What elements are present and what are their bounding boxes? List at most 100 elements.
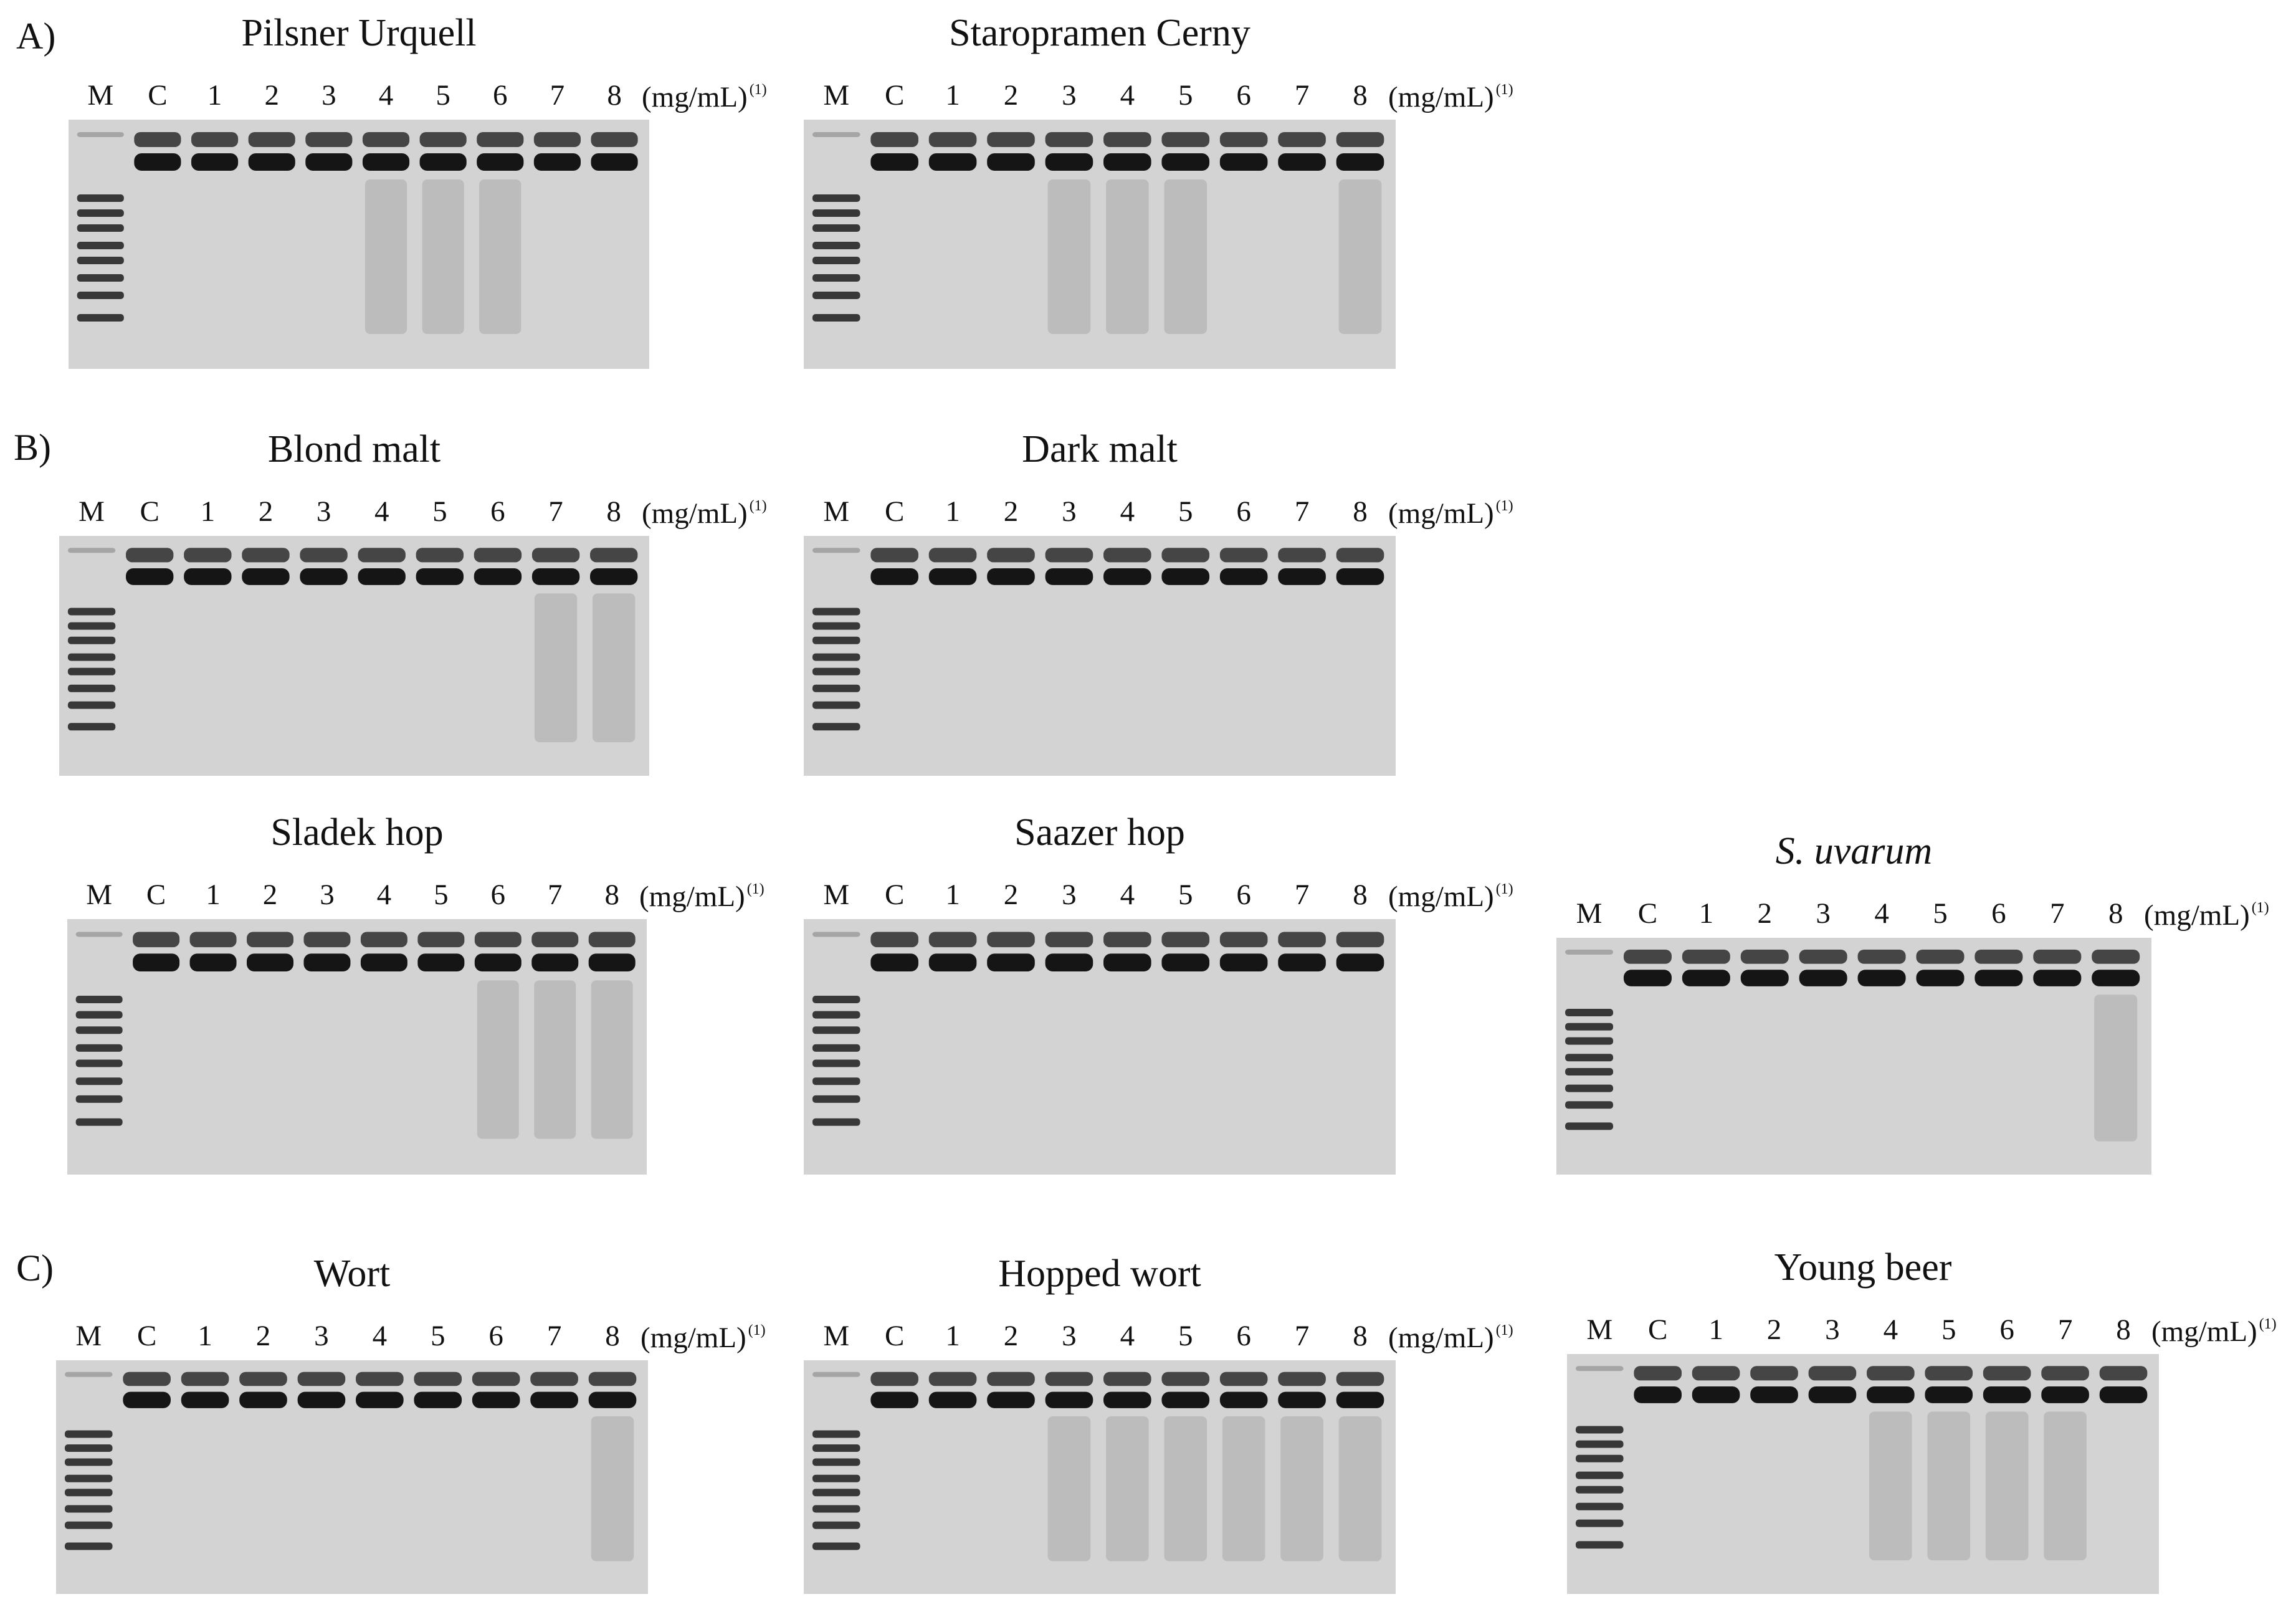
lower-band: [1336, 568, 1384, 585]
fragment-smear: [2044, 1411, 2087, 1561]
ladder-band: [77, 209, 124, 217]
upper-band: [1103, 132, 1151, 147]
lower-band: [356, 1391, 404, 1408]
lower-band: [1808, 1386, 1857, 1403]
ladder-band: [1575, 1366, 1624, 1371]
upper-band: [1161, 548, 1210, 563]
lane-label: 8: [1353, 879, 1368, 911]
upper-band: [477, 132, 524, 147]
lower-band: [1161, 568, 1210, 585]
upper-band: [1278, 1371, 1326, 1386]
lower-band: [1103, 953, 1151, 972]
ladder-band: [812, 996, 860, 1003]
lower-band: [123, 1391, 171, 1408]
lane-label: 2: [264, 79, 279, 112]
gel-svg: [812, 932, 1384, 1126]
ladder-band: [75, 1118, 123, 1126]
upper-band: [1336, 1371, 1384, 1386]
lower-band: [591, 153, 638, 171]
lower-band: [360, 953, 407, 972]
upper-band: [181, 1371, 229, 1386]
fragment-smear: [1338, 179, 1382, 334]
fragment-smear: [1047, 179, 1091, 334]
upper-band: [360, 932, 407, 948]
fragment-smear: [1338, 1416, 1382, 1562]
fragment-smear: [1869, 1411, 1912, 1561]
unit-text: (mg/mL): [2144, 899, 2250, 932]
panel-title: Young beer: [1774, 1246, 1952, 1289]
lower-band: [2092, 970, 2140, 986]
upper-band: [1634, 1366, 1682, 1381]
lane-label-row: M C 1 2 3 4 5 6 7 8 (mg/mL) (1): [804, 81, 1558, 118]
gel-image: [59, 536, 649, 776]
lower-band: [1740, 970, 1789, 986]
upper-band: [1336, 932, 1384, 948]
lane-label: 8: [605, 1320, 620, 1352]
upper-band: [239, 1371, 287, 1386]
upper-band: [1692, 1366, 1740, 1381]
gel-svg: [1565, 950, 2140, 1142]
fragment-smear: [591, 1416, 634, 1562]
ladder-band: [67, 684, 116, 692]
ladder-band: [77, 194, 124, 202]
upper-band: [184, 548, 232, 563]
lane-label: 8: [606, 495, 621, 528]
lane-label: 1: [1708, 1314, 1723, 1346]
fragment-smear: [1927, 1411, 1971, 1561]
gel-svg: [812, 548, 1384, 731]
upper-band: [2033, 950, 2082, 964]
ladder-band: [75, 1095, 123, 1103]
unit-text: (mg/mL): [2151, 1315, 2257, 1348]
upper-band: [1278, 548, 1326, 563]
fragment-smear: [1985, 1411, 2029, 1561]
fragment-smear: [1164, 179, 1208, 334]
unit-footnote: (1): [1495, 1322, 1513, 1338]
upper-band: [126, 548, 174, 563]
upper-band: [1682, 950, 1730, 964]
lower-band: [1219, 953, 1268, 972]
fragment-smear: [591, 980, 633, 1139]
upper-band: [1336, 132, 1384, 147]
upper-band: [1336, 548, 1384, 563]
gel-image: [1567, 1354, 2159, 1594]
lower-band: [1336, 1391, 1384, 1408]
gel-panel: Sladek hop M C 1 2 3 4 5 6 7 8 (mg/mL) (1): [67, 813, 809, 1175]
lane-label: 5: [1933, 897, 1948, 930]
unit-label: (mg/mL) (1): [2144, 900, 2269, 930]
unit-footnote: (1): [2251, 900, 2269, 916]
lane-label: 4: [1120, 879, 1135, 911]
ladder-band: [64, 1489, 113, 1497]
lane-label: 1: [945, 879, 960, 911]
unit-text: (mg/mL): [642, 81, 748, 113]
lane-label: M: [79, 495, 105, 528]
upper-band: [303, 932, 351, 948]
gel-svg: [1575, 1366, 2148, 1561]
ladder-band: [812, 636, 860, 644]
unit-label: (mg/mL) (1): [2151, 1317, 2277, 1347]
unit-label: (mg/mL) (1): [639, 882, 765, 912]
unit-text: (mg/mL): [1388, 497, 1494, 530]
ladder-band: [1575, 1440, 1624, 1448]
ladder-band: [77, 224, 124, 232]
unit-footnote: (1): [1495, 82, 1513, 98]
upper-band: [474, 932, 522, 948]
upper-band: [133, 932, 180, 948]
upper-band: [248, 132, 295, 147]
upper-band: [533, 132, 581, 147]
panel-title: Dark malt: [1022, 428, 1178, 470]
upper-band: [1799, 950, 1847, 964]
ladder-band: [812, 209, 860, 217]
lane-label: 1: [945, 79, 960, 112]
fragment-smear: [1280, 1416, 1323, 1562]
upper-band: [987, 932, 1035, 948]
ladder-band: [812, 224, 860, 232]
upper-band: [987, 1371, 1035, 1386]
unit-text: (mg/mL): [1388, 880, 1494, 913]
lower-band: [1161, 953, 1210, 972]
ladder-band: [1565, 1068, 1614, 1075]
ladder-band: [812, 292, 860, 299]
unit-label: (mg/mL) (1): [642, 498, 767, 528]
lane-label: 2: [1003, 1320, 1019, 1352]
gel-svg: [67, 548, 638, 743]
panel-title: Saazer hop: [1014, 811, 1185, 854]
